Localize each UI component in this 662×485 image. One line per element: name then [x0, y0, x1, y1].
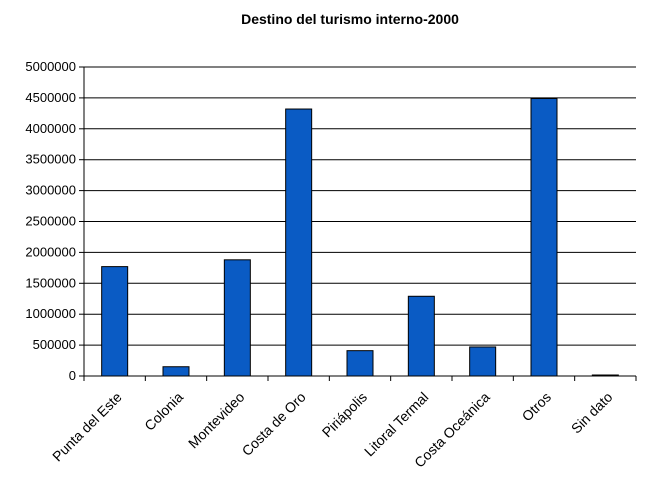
x-tick-label: Piriápolis [319, 389, 370, 440]
bar [162, 366, 190, 377]
grid-lines [84, 66, 636, 346]
bars [101, 98, 619, 377]
bar [223, 259, 251, 377]
x-tick-label: Costa de Oro [239, 389, 309, 459]
y-tick-label: 0 [69, 368, 76, 383]
x-tick-label: Colonia [141, 389, 186, 434]
x-tick-label: Punta del Este [49, 389, 125, 465]
x-tick-label: Otros [519, 389, 555, 425]
bar [407, 295, 435, 377]
y-tick-label: 4500000 [25, 90, 76, 105]
bar [591, 374, 619, 377]
tick-labels: 0 500000 1000000 1500000 2000000 2500000 30000… [25, 59, 615, 471]
y-tick-label: 3500000 [25, 152, 76, 167]
bar [530, 98, 558, 377]
bar [469, 346, 497, 377]
y-tick-label: 2500000 [25, 214, 76, 229]
y-tick-label: 5000000 [25, 59, 76, 74]
bar [101, 266, 129, 377]
y-tick-label: 2000000 [25, 244, 76, 259]
x-tick-label: Montevideo [185, 389, 248, 452]
y-tick-label: 1500000 [25, 275, 76, 290]
y-tick-label: 1000000 [25, 306, 76, 321]
y-tick-label: 4000000 [25, 121, 76, 136]
x-tick-label: Sin dato [568, 389, 616, 437]
chart-title: Destino del turismo interno-2000 [241, 11, 459, 27]
bar [285, 108, 313, 377]
y-tick-label: 3000000 [25, 183, 76, 198]
y-tick-label: 500000 [33, 337, 76, 352]
bar [346, 350, 374, 377]
